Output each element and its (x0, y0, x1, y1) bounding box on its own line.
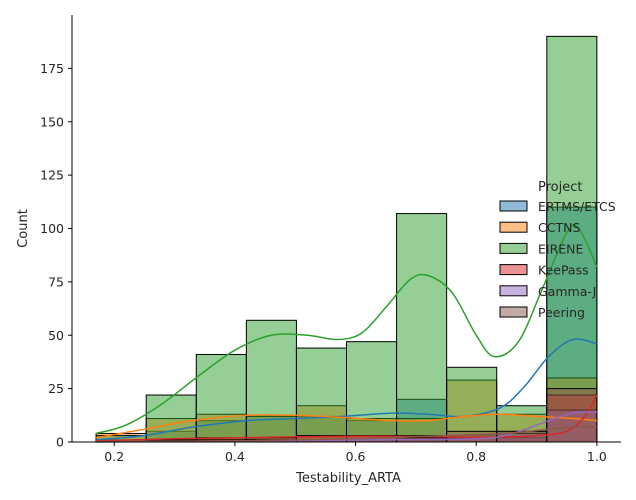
x-ticks: 0.2 0.4 0.6 0.8 1.0 (104, 442, 607, 464)
legend-item: Peering (499, 305, 585, 320)
legend-swatch (499, 200, 528, 212)
legend-swatch (499, 264, 528, 276)
y-tick-label: 100 (40, 221, 64, 236)
legend-item: EIRENE (499, 241, 584, 256)
y-tick-label: 150 (40, 114, 64, 129)
kde-line-peering (96, 426, 597, 443)
kde-line-cctns (96, 413, 597, 439)
y-tick-label: 50 (48, 328, 64, 343)
x-tick-label: 0.6 (346, 449, 366, 464)
y-tick-label: 0 (56, 435, 64, 450)
legend: Project ERTMS/ETCS CCTNS EIRENE KeePass Gamm… (499, 180, 616, 320)
bar (546, 35, 598, 443)
legend-label: Gamma-J (538, 284, 596, 299)
y-tick-label: 25 (48, 381, 64, 396)
legend-label: KeePass (538, 263, 589, 278)
legend-swatch (499, 242, 528, 254)
x-tick-label: 0.2 (104, 449, 124, 464)
legend-label: ERTMS/ETCS (538, 199, 616, 214)
kde-line-eirene (95, 223, 598, 435)
legend-swatch (499, 306, 528, 318)
kde-line-ertms-etcs (96, 338, 598, 441)
bar (546, 388, 598, 443)
bar (245, 319, 297, 443)
x-tick-label: 0.4 (225, 449, 245, 464)
bar-series-eirene (95, 35, 598, 443)
axes-layer: 0.2 0.4 0.6 0.8 1.0 0 25 50 75 100 125 150 175 (40, 15, 621, 464)
legend-item: Gamma-J (499, 284, 596, 299)
legend-item: ERTMS/ETCS (499, 199, 616, 214)
legend-label: EIRENE (538, 241, 584, 256)
y-tick-label: 175 (40, 61, 64, 76)
y-tick-label: 75 (48, 274, 64, 289)
legend-title: Project (538, 180, 582, 195)
legend-items: ERTMS/ETCS CCTNS EIRENE KeePass Gamma-J Peeri… (499, 199, 616, 320)
bar (396, 213, 448, 443)
legend-swatch (499, 285, 528, 297)
legend-item: KeePass (499, 263, 589, 278)
legend-swatch (499, 221, 528, 233)
bar (145, 394, 197, 443)
y-ticks: 0 25 50 75 100 125 150 175 (40, 61, 72, 450)
y-axis-label: Count (16, 209, 31, 248)
bar (195, 353, 247, 443)
legend-item: CCTNS (499, 220, 580, 235)
bar (346, 341, 398, 443)
legend-label: Peering (538, 305, 585, 320)
x-tick-label: 0.8 (466, 449, 486, 464)
x-tick-label: 1.0 (587, 449, 607, 464)
bar (446, 366, 498, 443)
bar (295, 347, 347, 443)
kde-layer (95, 223, 598, 443)
bars-layer (95, 35, 598, 443)
legend-label: CCTNS (538, 220, 580, 235)
y-tick-label: 125 (40, 168, 64, 183)
x-axis-label: Testability_ARTA (295, 471, 401, 486)
